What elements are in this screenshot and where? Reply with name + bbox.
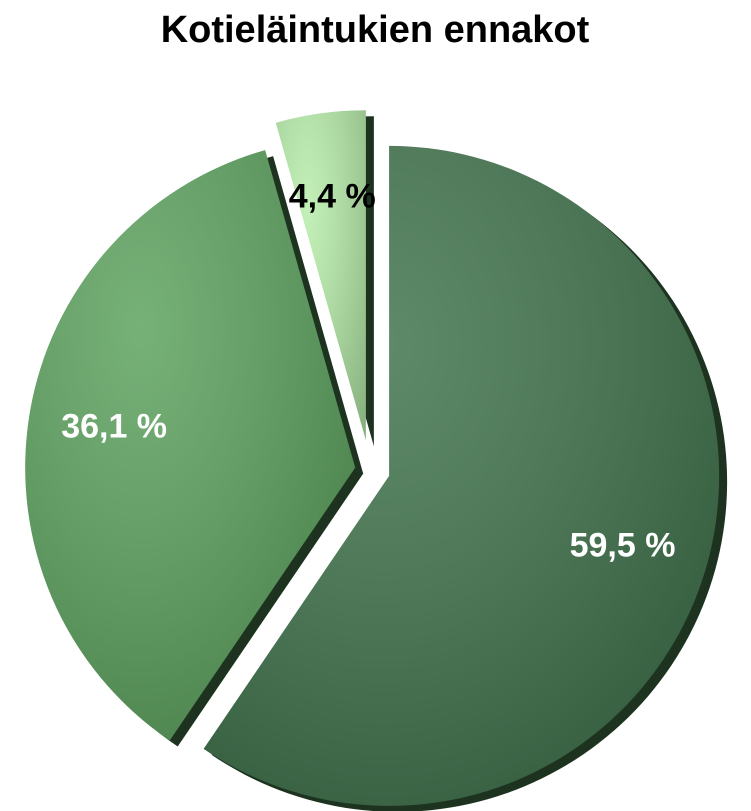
slice-shade: [203, 145, 720, 806]
chart-title: Kotieläintukien ennakot: [161, 9, 590, 51]
value-label: 59,5 %: [570, 527, 676, 565]
value-label: 36,1 %: [61, 408, 167, 446]
slice-shade: [275, 110, 366, 441]
slice-shade: [25, 150, 356, 741]
value-label: 4,4 %: [289, 177, 376, 215]
